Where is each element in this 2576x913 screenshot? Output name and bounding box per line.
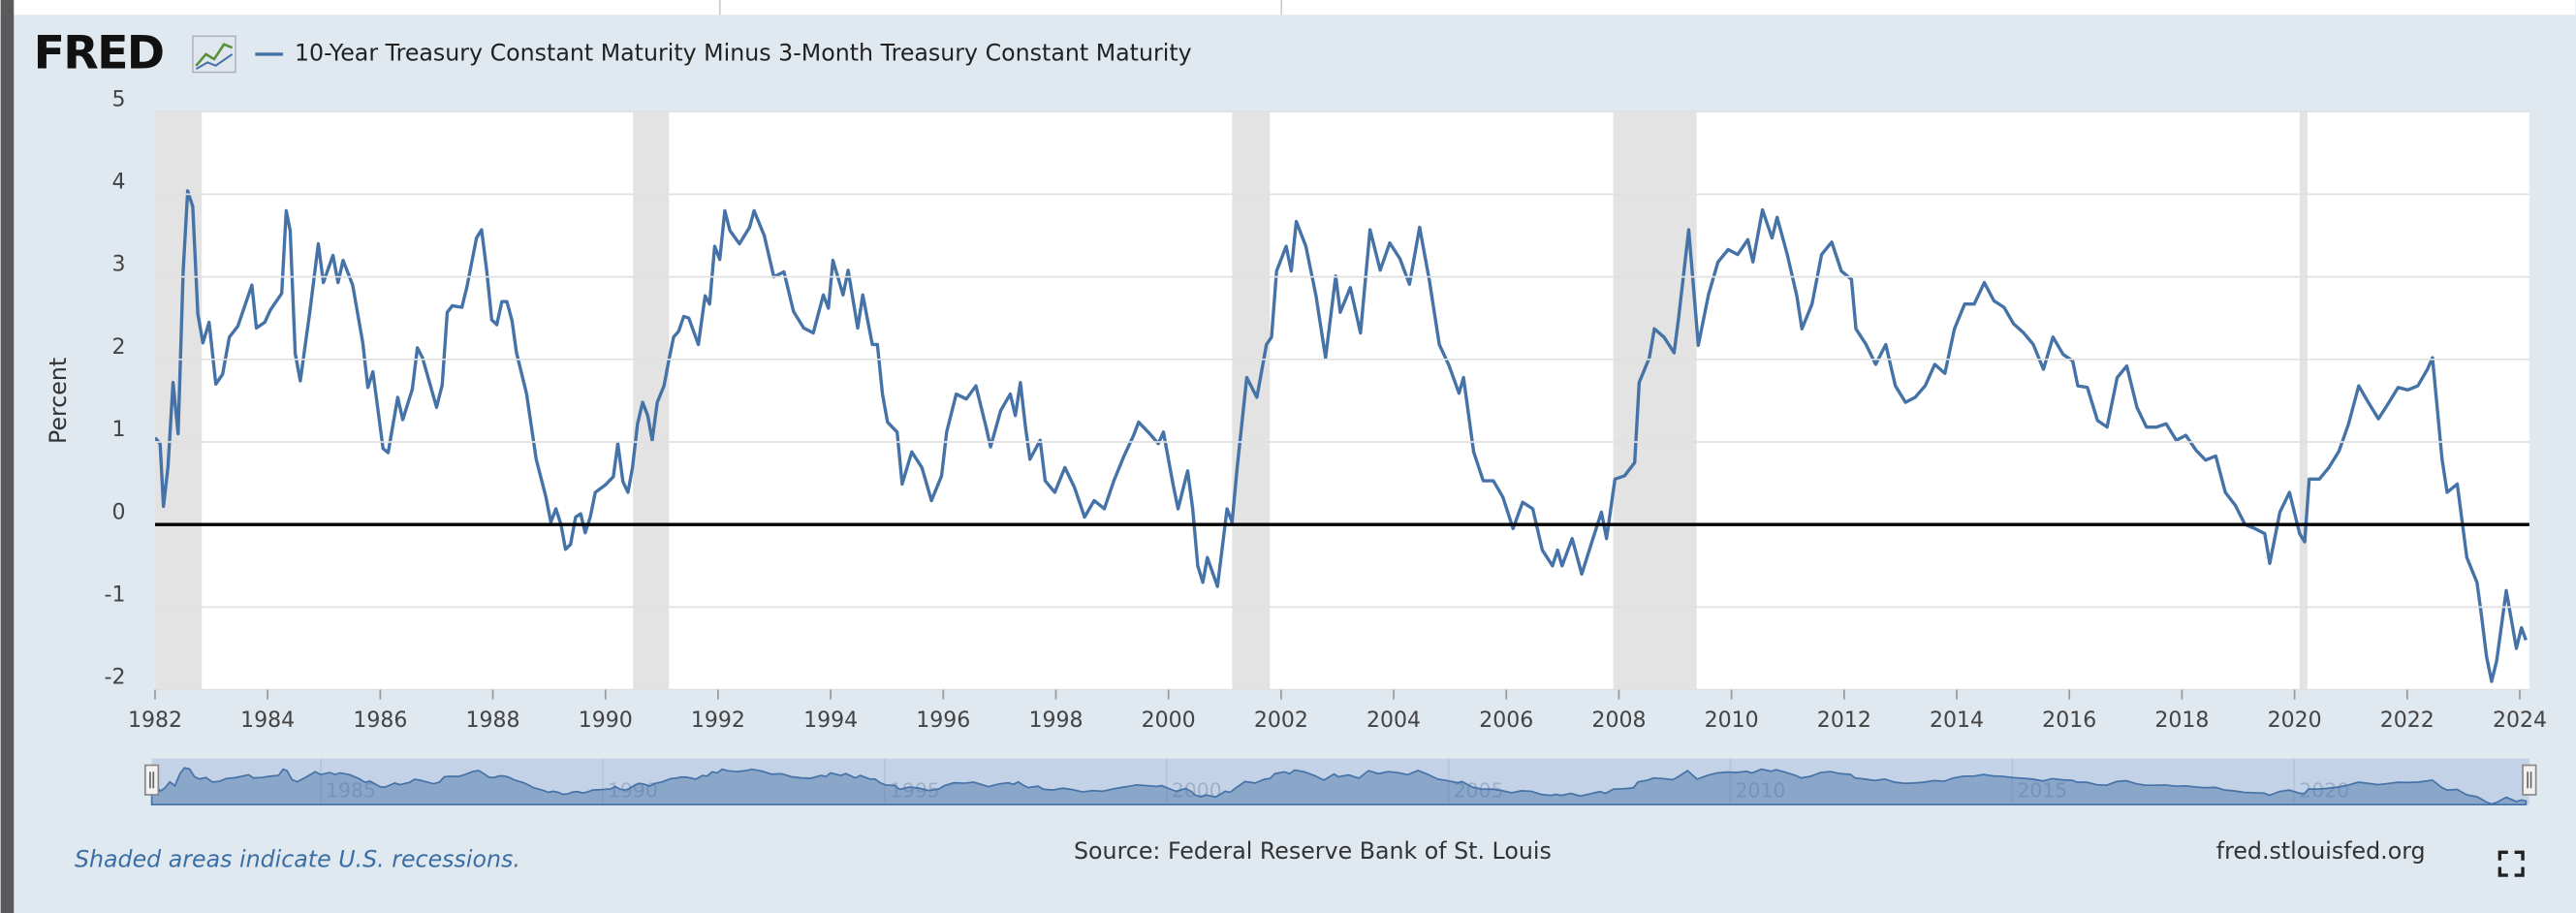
logo-icon bbox=[192, 35, 236, 74]
x-tick-label: 2008 bbox=[1591, 708, 1646, 733]
recession-shade bbox=[1232, 111, 1271, 690]
legend-label: 10-Year Treasury Constant Maturity Minus… bbox=[295, 39, 1192, 66]
x-tick-label: 2014 bbox=[1930, 708, 1984, 733]
source: Source: Federal Reserve Bank of St. Loui… bbox=[1074, 837, 1552, 865]
x-tick-label: 1982 bbox=[128, 708, 182, 733]
fullscreen-icon[interactable] bbox=[2497, 850, 2525, 877]
recession-note: Shaded areas indicate U.S. recessions. bbox=[75, 845, 520, 872]
y-tick-label: 0 bbox=[111, 500, 125, 524]
x-tick-label: 1994 bbox=[803, 708, 858, 733]
recession-shade bbox=[633, 111, 670, 690]
recession-shade bbox=[2299, 111, 2308, 690]
x-tick-label: 1996 bbox=[916, 708, 970, 733]
navigator-background bbox=[151, 758, 2529, 805]
navigator-handle[interactable] bbox=[143, 764, 160, 796]
handle-body bbox=[2522, 764, 2537, 796]
y-tick-label: -1 bbox=[105, 583, 126, 608]
y-tick-label: 5 bbox=[111, 87, 125, 111]
x-tick-label: 2004 bbox=[1367, 708, 1421, 733]
logo[interactable]: FRED bbox=[34, 27, 166, 80]
x-tick-label: 1992 bbox=[691, 708, 745, 733]
navigator-tick-label: 1990 bbox=[608, 779, 658, 803]
plot-area bbox=[154, 111, 2528, 690]
handle-body bbox=[143, 764, 160, 796]
x-tick-label: 1988 bbox=[466, 708, 520, 733]
y-tick-label: 1 bbox=[111, 418, 125, 442]
recession-shade bbox=[1613, 111, 1697, 690]
x-tick-label: 2024 bbox=[2493, 708, 2547, 733]
y-tick-label: -2 bbox=[105, 666, 126, 690]
x-tick-label: 1990 bbox=[579, 708, 633, 733]
x-tick-label: 2010 bbox=[1705, 708, 1759, 733]
x-tick-label: 2000 bbox=[1142, 708, 1196, 733]
y-tick-label: 3 bbox=[111, 253, 125, 277]
x-tick-label: 2002 bbox=[1254, 708, 1308, 733]
navigator[interactable]: 1985 1990 1995 2000 2005 2010 2015 2020 bbox=[143, 758, 2537, 806]
y-axis-label: Percent bbox=[45, 358, 72, 444]
navigator-handle[interactable] bbox=[2522, 764, 2537, 796]
x-tick-label: 2012 bbox=[1817, 708, 1871, 733]
x-tick-label: 1998 bbox=[1028, 708, 1083, 733]
y-tick-label: 4 bbox=[111, 171, 125, 195]
x-tick-label: 2022 bbox=[2380, 708, 2435, 733]
navigator-tick-label: 2005 bbox=[1454, 779, 1504, 803]
x-tick-label: 1986 bbox=[353, 708, 407, 733]
navigator-area bbox=[150, 767, 2528, 806]
x-tick-label: 2006 bbox=[1479, 708, 1533, 733]
navigator-tick-label: 2015 bbox=[2017, 779, 2067, 803]
x-tick-label: 2018 bbox=[2154, 708, 2209, 733]
y-tick-label: 2 bbox=[111, 335, 125, 360]
plot-background bbox=[154, 111, 2529, 690]
navigator-tick-label: 1985 bbox=[326, 779, 376, 803]
x-tick-label: 1984 bbox=[240, 708, 295, 733]
x-tick-label: 2016 bbox=[2042, 708, 2096, 733]
top-strip bbox=[0, 0, 2576, 16]
left-border bbox=[0, 0, 15, 913]
site-link[interactable]: fred.stlouisfed.org bbox=[2216, 837, 2426, 865]
series-line bbox=[154, 189, 2528, 683]
navigator-tick-label: 2010 bbox=[1736, 779, 1786, 803]
x-tick-label: 2020 bbox=[2268, 708, 2322, 733]
